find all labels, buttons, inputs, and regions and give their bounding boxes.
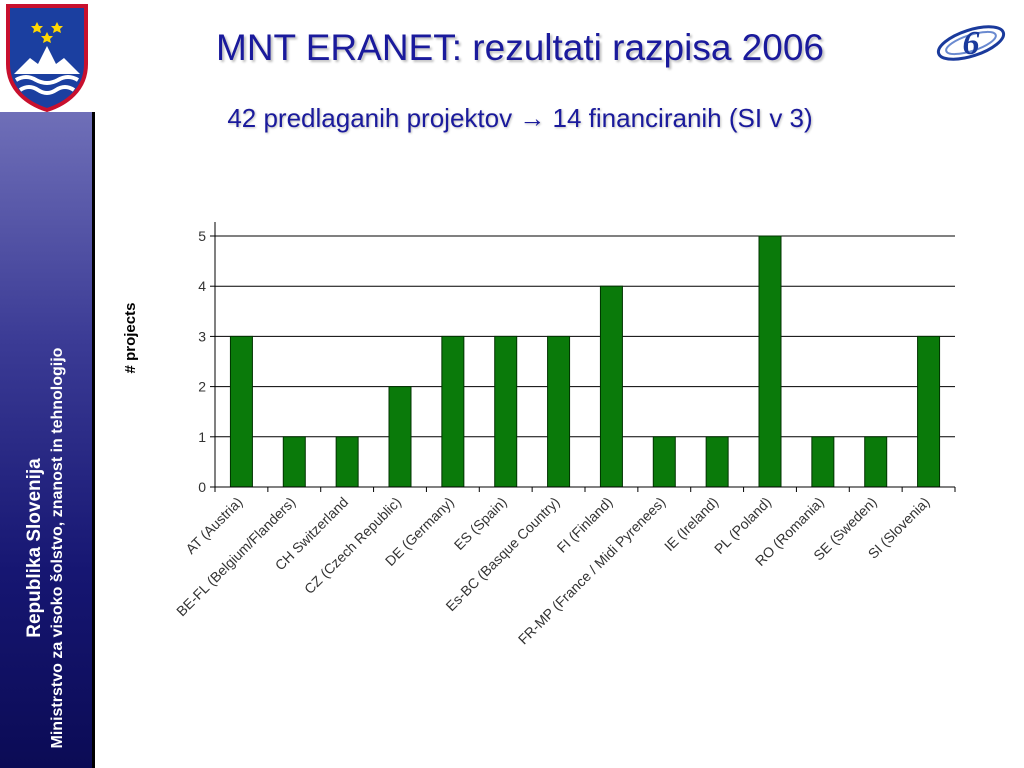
y-tick-label: 0 — [198, 479, 206, 495]
bar-8 — [652, 436, 676, 488]
y-tick-label: 5 — [198, 228, 206, 244]
fp6-logo-icon: 6 — [936, 25, 1006, 62]
svg-text:6: 6 — [963, 25, 980, 62]
y-tick-label: 1 — [198, 429, 206, 445]
bar-2 — [335, 436, 359, 488]
bar-4 — [441, 335, 465, 488]
y-axis-label: # projects — [122, 303, 139, 374]
chart-bars — [229, 235, 941, 488]
y-tick-label: 4 — [198, 278, 206, 294]
bar-0 — [229, 335, 253, 488]
bar-1 — [282, 436, 306, 488]
chart-grid — [215, 235, 955, 438]
y-tick-label: 3 — [198, 328, 206, 344]
bar-10 — [758, 235, 782, 488]
bar-12 — [864, 436, 888, 488]
bar-7 — [599, 285, 623, 488]
bar-5 — [494, 335, 518, 488]
bar-11 — [811, 436, 835, 488]
slovenia-coat-of-arms-icon — [6, 4, 88, 113]
bar-3 — [388, 386, 412, 488]
bar-13 — [917, 335, 941, 488]
page-title: MNT ERANET: rezultati razpisa 2006 — [216, 27, 824, 68]
bar-6 — [547, 335, 571, 488]
chart-axes — [210, 222, 956, 492]
x-tick-label: CZ (Czech Republic) — [301, 494, 404, 597]
page-subtitle: 42 predlaganih projektov → 14 financiran… — [227, 103, 813, 133]
y-tick-label: 2 — [198, 379, 206, 395]
sidebar-panel: Republika Slovenija Ministrstvo za visok… — [0, 112, 95, 768]
bar-9 — [705, 436, 729, 488]
